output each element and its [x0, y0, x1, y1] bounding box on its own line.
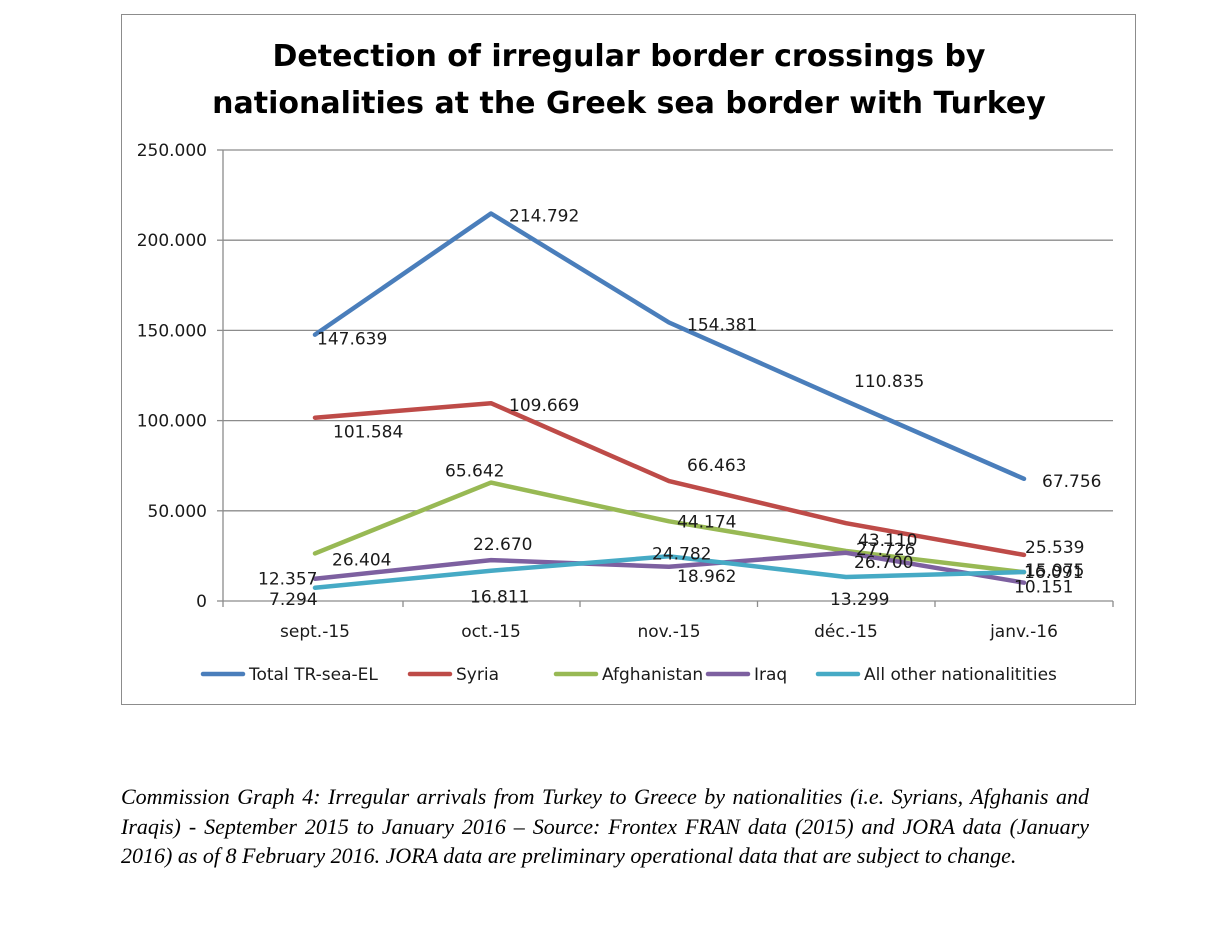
- data-label: 147.639: [317, 330, 387, 350]
- data-label: 16.811: [470, 588, 529, 608]
- figure-caption: Commission Graph 4: Irregular arrivals f…: [121, 784, 1089, 868]
- y-tick-label: 100.000: [137, 412, 207, 432]
- data-label: 25.539: [1025, 538, 1084, 558]
- y-tick-label: 150.000: [137, 321, 207, 341]
- legend-label: Syria: [456, 665, 499, 685]
- data-label: 110.835: [854, 372, 924, 392]
- legend: Total TR-sea-EL Syria Afghanistan Iraq All o…: [200, 665, 1057, 685]
- y-tick-label: 0: [196, 592, 207, 612]
- data-label: 15.975: [1025, 561, 1084, 581]
- axes: 0 50.000 100.000 150.000 200.000 250.000 sept.…: [137, 141, 1114, 642]
- y-tick-label: 50.000: [148, 502, 207, 522]
- x-tick-label: janv.-16: [989, 622, 1058, 642]
- series-line: [312, 211, 1027, 482]
- legend-label: All other nationalitities: [864, 665, 1057, 685]
- legend-label: Total TR-sea-EL: [248, 665, 378, 685]
- data-label: 43.110: [858, 531, 917, 551]
- series-line: [312, 554, 1027, 591]
- data-label: 214.792: [509, 207, 579, 227]
- data-label: 7.294: [269, 590, 318, 610]
- y-tick-label: 250.000: [137, 141, 207, 161]
- data-label: 66.463: [687, 456, 746, 476]
- data-labels: 147.639 214.792 154.381 110.835 67.756 101.58…: [258, 207, 1101, 610]
- x-tick-label: déc.-15: [814, 622, 878, 642]
- y-tick-label: 200.000: [137, 231, 207, 251]
- data-label: 16.091: [1024, 563, 1083, 583]
- data-label: 67.756: [1042, 472, 1101, 492]
- series-line: [312, 480, 1027, 575]
- data-label: 109.669: [509, 396, 579, 416]
- data-label: 12.357: [258, 570, 317, 590]
- chart-title-line-1: Detection of irregular border crossings …: [273, 39, 986, 74]
- data-label: 26.700: [854, 553, 913, 573]
- data-label: 18.962: [677, 567, 736, 587]
- grid-lines: [223, 149, 1113, 512]
- x-tick-label: oct.-15: [461, 622, 521, 642]
- series-lines: [312, 211, 1027, 591]
- data-label: 24.782: [652, 544, 711, 564]
- data-label: 10.151: [1014, 578, 1073, 598]
- series-line: [312, 400, 1027, 558]
- legend-label: Afghanistan: [602, 665, 703, 685]
- data-label: 13.299: [830, 590, 889, 610]
- chart-title-line-2: nationalities at the Greek sea border wi…: [212, 86, 1046, 121]
- x-tick-label: nov.-15: [637, 622, 700, 642]
- data-label: 65.642: [445, 462, 504, 482]
- data-label: 101.584: [333, 423, 403, 443]
- legend-label: Iraq: [754, 665, 787, 685]
- data-label: 44.174: [677, 512, 736, 532]
- data-label: 27.726: [856, 540, 915, 560]
- chart-frame: [121, 14, 1136, 705]
- data-label: 154.381: [687, 315, 757, 335]
- data-label: 22.670: [473, 535, 532, 555]
- x-tick-label: sept.-15: [280, 622, 350, 642]
- series-line: [312, 550, 1027, 585]
- data-label: 26.404: [332, 550, 391, 570]
